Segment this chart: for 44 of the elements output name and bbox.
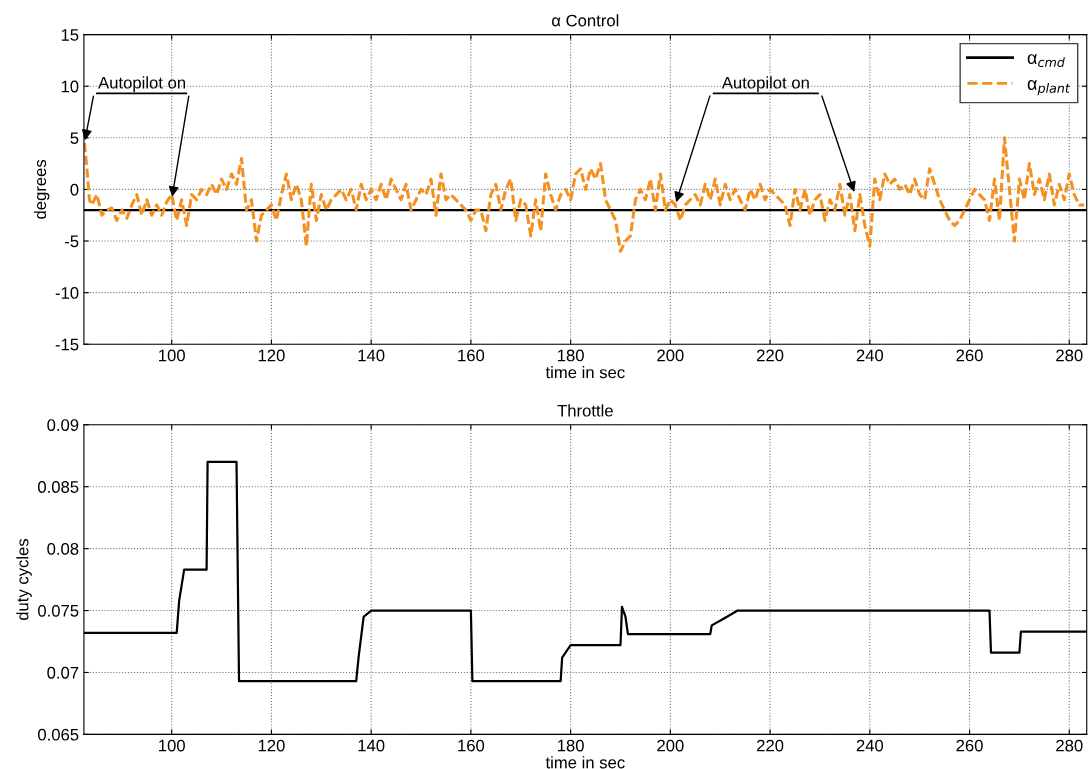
x-tick-label: 100 xyxy=(159,349,185,362)
x-tick-label: 280 xyxy=(1056,349,1083,362)
annotation: Autopilot on xyxy=(721,76,809,92)
legend-label: α$_{plant}$ xyxy=(1027,80,1071,96)
y-axis-title: duty cycles xyxy=(16,538,32,621)
y-tick-label: 5 xyxy=(70,132,79,145)
x-tick-label: 260 xyxy=(956,739,983,752)
x-tick-label: 180 xyxy=(557,349,584,362)
x-tick-label: 180 xyxy=(557,739,584,752)
line-series xyxy=(83,136,1086,253)
annotation: Autopilot on xyxy=(98,76,186,92)
x-axis-title: time in sec xyxy=(545,756,625,769)
x-tick-label: 120 xyxy=(258,349,285,362)
chart-title: Throttle xyxy=(557,404,613,417)
y-axis-title: degrees xyxy=(33,159,50,219)
y-tick-label: 0.085 xyxy=(38,481,79,493)
x-axis-title: time in sec xyxy=(545,366,625,379)
x-tick-label: 240 xyxy=(856,349,884,362)
legend-label: α$_{cmd}$ xyxy=(1027,54,1065,68)
x-tick-label: 280 xyxy=(1056,739,1083,752)
y-tick-label: 0.065 xyxy=(38,728,79,741)
x-tick-label: 200 xyxy=(657,349,684,362)
x-tick-label: 140 xyxy=(358,349,385,362)
y-tick-label: 0.08 xyxy=(47,543,79,555)
y-tick-label: 0.07 xyxy=(47,666,79,679)
y-tick-label: 0 xyxy=(70,183,79,196)
x-tick-label: 160 xyxy=(458,739,485,752)
y-tick-label: 15 xyxy=(61,29,79,41)
x-tick-label: 200 xyxy=(657,739,684,752)
x-tick-label: 160 xyxy=(458,349,485,362)
x-tick-label: 240 xyxy=(856,739,884,752)
y-tick-label: -5 xyxy=(64,235,79,248)
chart-title: α Control xyxy=(552,14,619,27)
y-tick-label: -10 xyxy=(55,287,79,299)
y-tick-label: -15 xyxy=(55,338,79,351)
y-tick-label: 10 xyxy=(61,80,79,93)
y-tick-label: 0.075 xyxy=(38,604,79,617)
y-tick-label: 0.09 xyxy=(47,419,79,431)
x-tick-label: 140 xyxy=(358,739,385,752)
x-tick-label: 120 xyxy=(258,739,285,752)
x-tick-label: 260 xyxy=(956,349,983,362)
x-tick-label: 220 xyxy=(757,349,784,362)
x-tick-label: 220 xyxy=(757,739,784,752)
x-tick-label: 100 xyxy=(159,739,185,752)
